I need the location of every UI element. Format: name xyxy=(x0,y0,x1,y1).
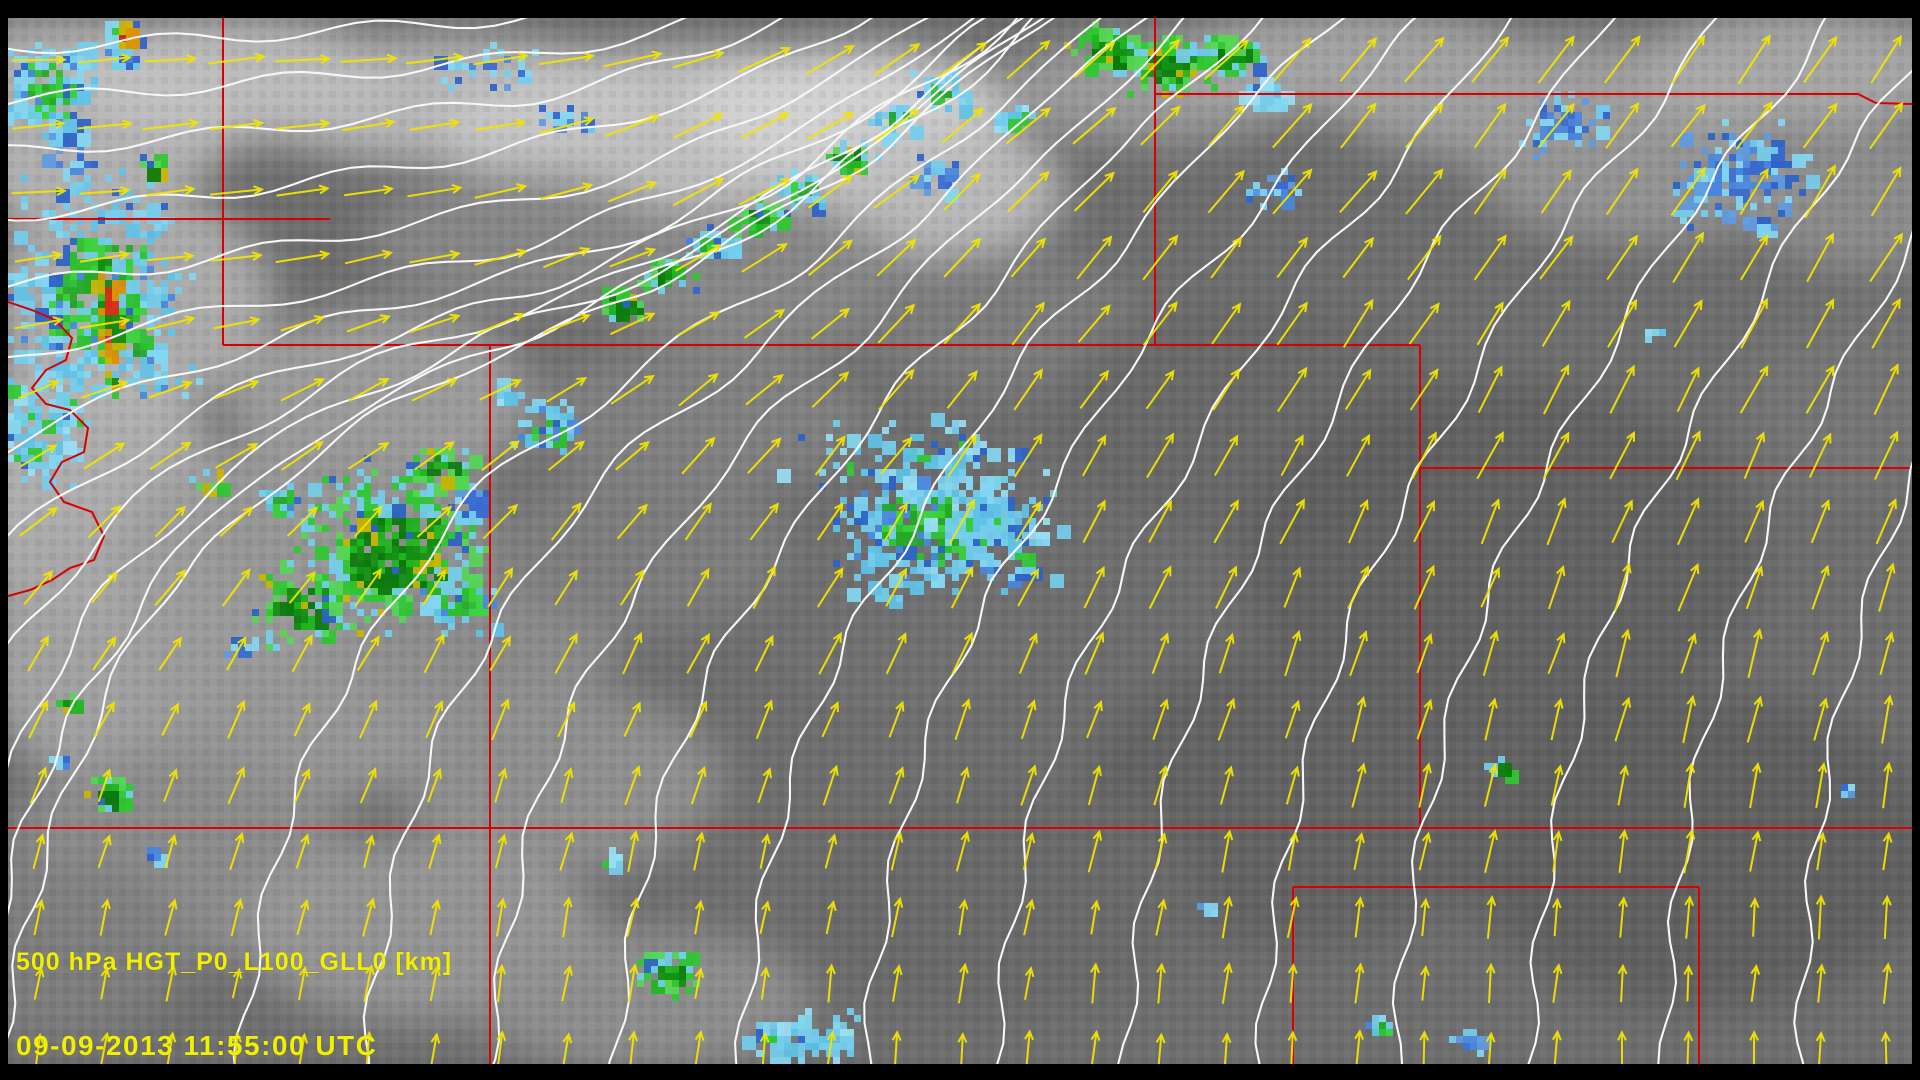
map-layers-svg xyxy=(8,18,1912,1064)
height-contour-layer xyxy=(8,18,1912,1064)
satellite-map-canvas: 500 hPa HGT_P0_L100_GLL0 [km] 09-09-2013… xyxy=(8,18,1912,1064)
wind-vector-layer xyxy=(11,34,1904,1064)
timestamp-label: 09-09-2013 11:55:00 UTC xyxy=(16,1030,378,1061)
state-boundary-layer xyxy=(8,18,1912,1064)
field-label: 500 hPa HGT_P0_L100_GLL0 [km] xyxy=(16,948,453,976)
